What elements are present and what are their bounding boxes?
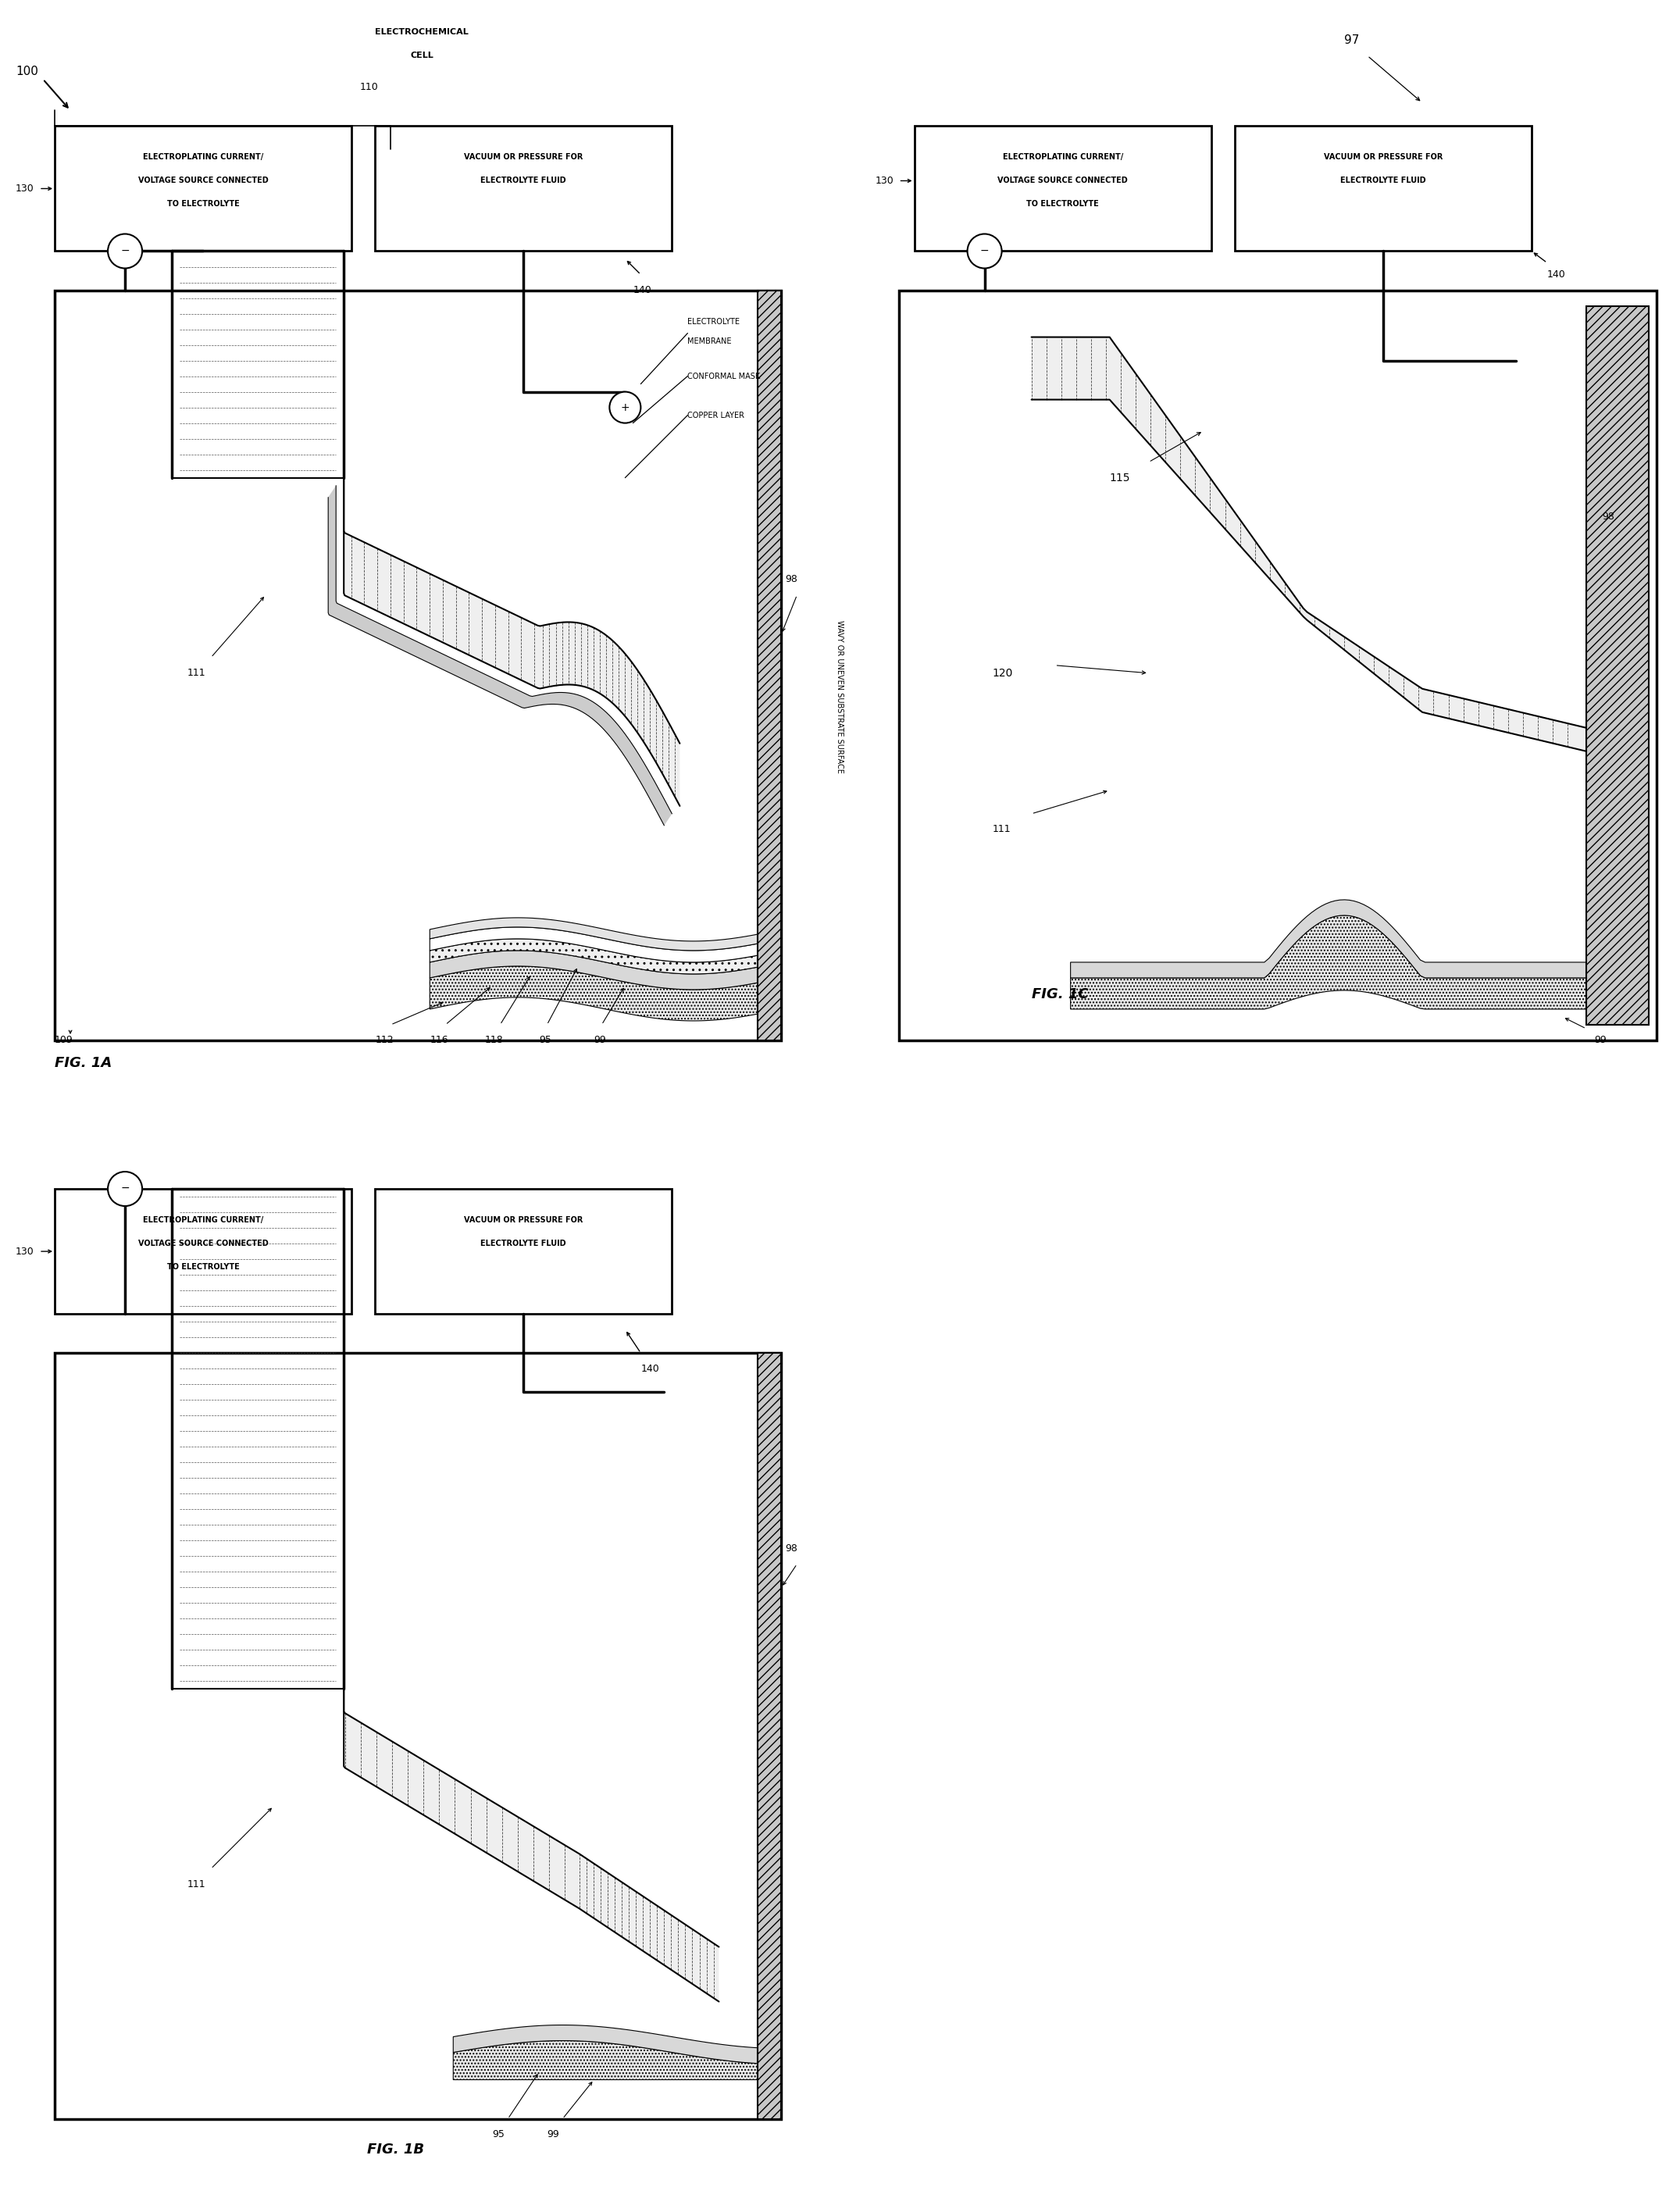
- Text: 109: 109: [55, 1035, 74, 1046]
- FancyBboxPatch shape: [375, 1189, 672, 1314]
- Text: 116: 116: [430, 1035, 449, 1046]
- Text: −: −: [121, 1183, 129, 1194]
- Text: 140: 140: [1547, 270, 1566, 279]
- Polygon shape: [430, 967, 781, 1020]
- FancyBboxPatch shape: [55, 1354, 781, 2119]
- FancyBboxPatch shape: [375, 125, 672, 251]
- Polygon shape: [344, 1635, 719, 2002]
- Polygon shape: [454, 2040, 781, 2079]
- Text: 130: 130: [15, 1246, 34, 1257]
- Text: −: −: [979, 244, 990, 255]
- Text: 118: 118: [484, 1035, 502, 1046]
- Text: −: −: [121, 244, 129, 255]
- Text: 111: 111: [993, 824, 1011, 835]
- FancyBboxPatch shape: [55, 1189, 351, 1314]
- Text: ELECTROPLATING CURRENT/: ELECTROPLATING CURRENT/: [143, 154, 264, 160]
- Text: +: +: [620, 402, 630, 413]
- Text: 98: 98: [785, 574, 798, 585]
- Text: ELECTROLYTE FLUID: ELECTROLYTE FLUID: [480, 176, 566, 185]
- Text: TO ELECTROLYTE: TO ELECTROLYTE: [1026, 200, 1099, 209]
- Text: 99: 99: [1594, 1035, 1606, 1046]
- Text: 98: 98: [1601, 512, 1614, 521]
- Text: WAVY OR UNEVEN SUBSTRATE SURFACE: WAVY OR UNEVEN SUBSTRATE SURFACE: [837, 620, 843, 774]
- Text: 112: 112: [375, 1035, 393, 1046]
- FancyBboxPatch shape: [758, 290, 781, 1040]
- FancyBboxPatch shape: [914, 125, 1211, 251]
- FancyBboxPatch shape: [55, 290, 781, 1040]
- Text: 140: 140: [633, 286, 652, 295]
- Text: FIG. 1C: FIG. 1C: [1032, 987, 1089, 1002]
- FancyBboxPatch shape: [1586, 306, 1648, 1024]
- Text: VOLTAGE SOURCE CONNECTED: VOLTAGE SOURCE CONNECTED: [138, 176, 269, 185]
- FancyBboxPatch shape: [899, 290, 1656, 1040]
- Text: 100: 100: [15, 66, 39, 77]
- Text: 130: 130: [875, 176, 894, 187]
- Text: ELECTROCHEMICAL: ELECTROCHEMICAL: [375, 29, 469, 35]
- Text: VOLTAGE SOURCE CONNECTED: VOLTAGE SOURCE CONNECTED: [998, 176, 1127, 185]
- Text: 120: 120: [993, 668, 1013, 679]
- Polygon shape: [430, 919, 781, 950]
- Text: 130: 130: [15, 182, 34, 193]
- Text: ELECTROLYTE FLUID: ELECTROLYTE FLUID: [1341, 176, 1426, 185]
- Circle shape: [610, 391, 640, 422]
- Polygon shape: [344, 415, 680, 807]
- Text: TO ELECTROLYTE: TO ELECTROLYTE: [166, 200, 239, 209]
- Polygon shape: [430, 950, 781, 989]
- FancyBboxPatch shape: [1235, 125, 1532, 251]
- Text: FIG. 1B: FIG. 1B: [368, 2143, 425, 2156]
- Text: VACUUM OR PRESSURE FOR: VACUUM OR PRESSURE FOR: [1324, 154, 1443, 160]
- Text: 111: 111: [188, 1879, 207, 1890]
- Text: 99: 99: [548, 2130, 559, 2139]
- Text: VACUUM OR PRESSURE FOR: VACUUM OR PRESSURE FOR: [464, 1215, 583, 1224]
- Circle shape: [968, 233, 1001, 268]
- Text: 95: 95: [492, 2130, 504, 2139]
- Circle shape: [108, 1172, 143, 1207]
- Polygon shape: [328, 486, 672, 826]
- Text: ELECTROLYTE: ELECTROLYTE: [687, 317, 739, 325]
- Text: 98: 98: [785, 1543, 798, 1554]
- Text: 97: 97: [1344, 35, 1359, 46]
- Text: 110: 110: [360, 81, 378, 92]
- Text: FIG. 1A: FIG. 1A: [55, 1055, 113, 1070]
- Polygon shape: [1070, 914, 1633, 1009]
- FancyBboxPatch shape: [758, 1354, 781, 2119]
- Polygon shape: [454, 2024, 781, 2064]
- Text: TO ELECTROLYTE: TO ELECTROLYTE: [166, 1264, 239, 1270]
- Polygon shape: [1032, 336, 1586, 752]
- Text: ELECTROPLATING CURRENT/: ELECTROPLATING CURRENT/: [1003, 154, 1122, 160]
- Text: VACUUM OR PRESSURE FOR: VACUUM OR PRESSURE FOR: [464, 154, 583, 160]
- Text: 140: 140: [640, 1363, 659, 1374]
- FancyBboxPatch shape: [55, 125, 351, 251]
- Text: 99: 99: [593, 1035, 606, 1046]
- Text: CELL: CELL: [410, 53, 433, 59]
- Polygon shape: [430, 928, 781, 963]
- Text: ELECTROPLATING CURRENT/: ELECTROPLATING CURRENT/: [143, 1215, 264, 1224]
- Text: 95: 95: [539, 1035, 551, 1046]
- Text: MEMBRANE: MEMBRANE: [687, 336, 732, 345]
- Circle shape: [108, 233, 143, 268]
- Text: COPPER LAYER: COPPER LAYER: [687, 411, 744, 420]
- Text: ELECTROLYTE FLUID: ELECTROLYTE FLUID: [480, 1240, 566, 1248]
- Text: CONFORMAL MASK: CONFORMAL MASK: [687, 371, 761, 380]
- Text: 115: 115: [1109, 473, 1131, 484]
- Text: 111: 111: [188, 668, 207, 679]
- Text: VOLTAGE SOURCE CONNECTED: VOLTAGE SOURCE CONNECTED: [138, 1240, 269, 1248]
- Polygon shape: [1070, 899, 1633, 978]
- Polygon shape: [430, 939, 781, 974]
